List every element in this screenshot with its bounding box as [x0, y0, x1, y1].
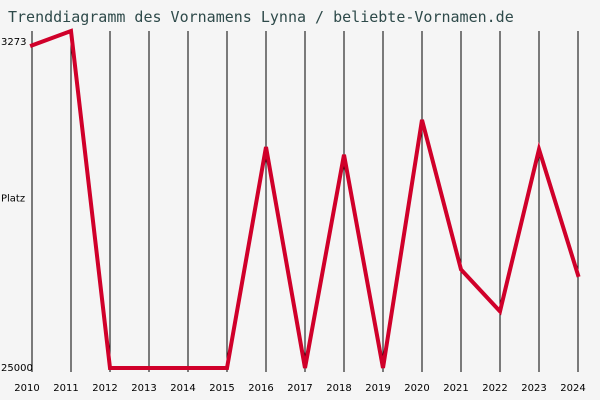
x-tick-2021: 2021 — [443, 383, 468, 394]
x-tick-2014: 2014 — [170, 383, 195, 394]
x-tick-2011: 2011 — [53, 383, 78, 394]
x-axis-labels: 2010 2011 2012 2013 2014 2015 2016 2017 2018 2019… — [14, 383, 585, 394]
chart-title: Trenddiagramm des Vornamens Lynna / beli… — [8, 8, 514, 26]
x-tick-2020: 2020 — [404, 383, 429, 394]
plot-area — [29, 28, 581, 370]
x-tick-2012: 2012 — [92, 383, 117, 394]
y-tick-bottom: 25000 — [1, 363, 33, 374]
x-tick-2023: 2023 — [521, 383, 546, 394]
x-tick-2018: 2018 — [326, 383, 351, 394]
x-tick-2016: 2016 — [248, 383, 273, 394]
x-tick-2024: 2024 — [560, 383, 585, 394]
x-tick-2017: 2017 — [287, 383, 312, 394]
y-tick-top: 3273 — [1, 37, 26, 48]
x-tick-2015: 2015 — [209, 383, 234, 394]
x-tick-2022: 2022 — [482, 383, 507, 394]
x-tick-2010: 2010 — [14, 383, 39, 394]
x-tick-2013: 2013 — [131, 383, 156, 394]
x-tick-2019: 2019 — [365, 383, 390, 394]
vertical-grid — [31, 31, 579, 372]
y-axis-label: Platz — [1, 194, 25, 205]
y-axis-labels: 3273 Platz 25000 — [1, 37, 33, 374]
